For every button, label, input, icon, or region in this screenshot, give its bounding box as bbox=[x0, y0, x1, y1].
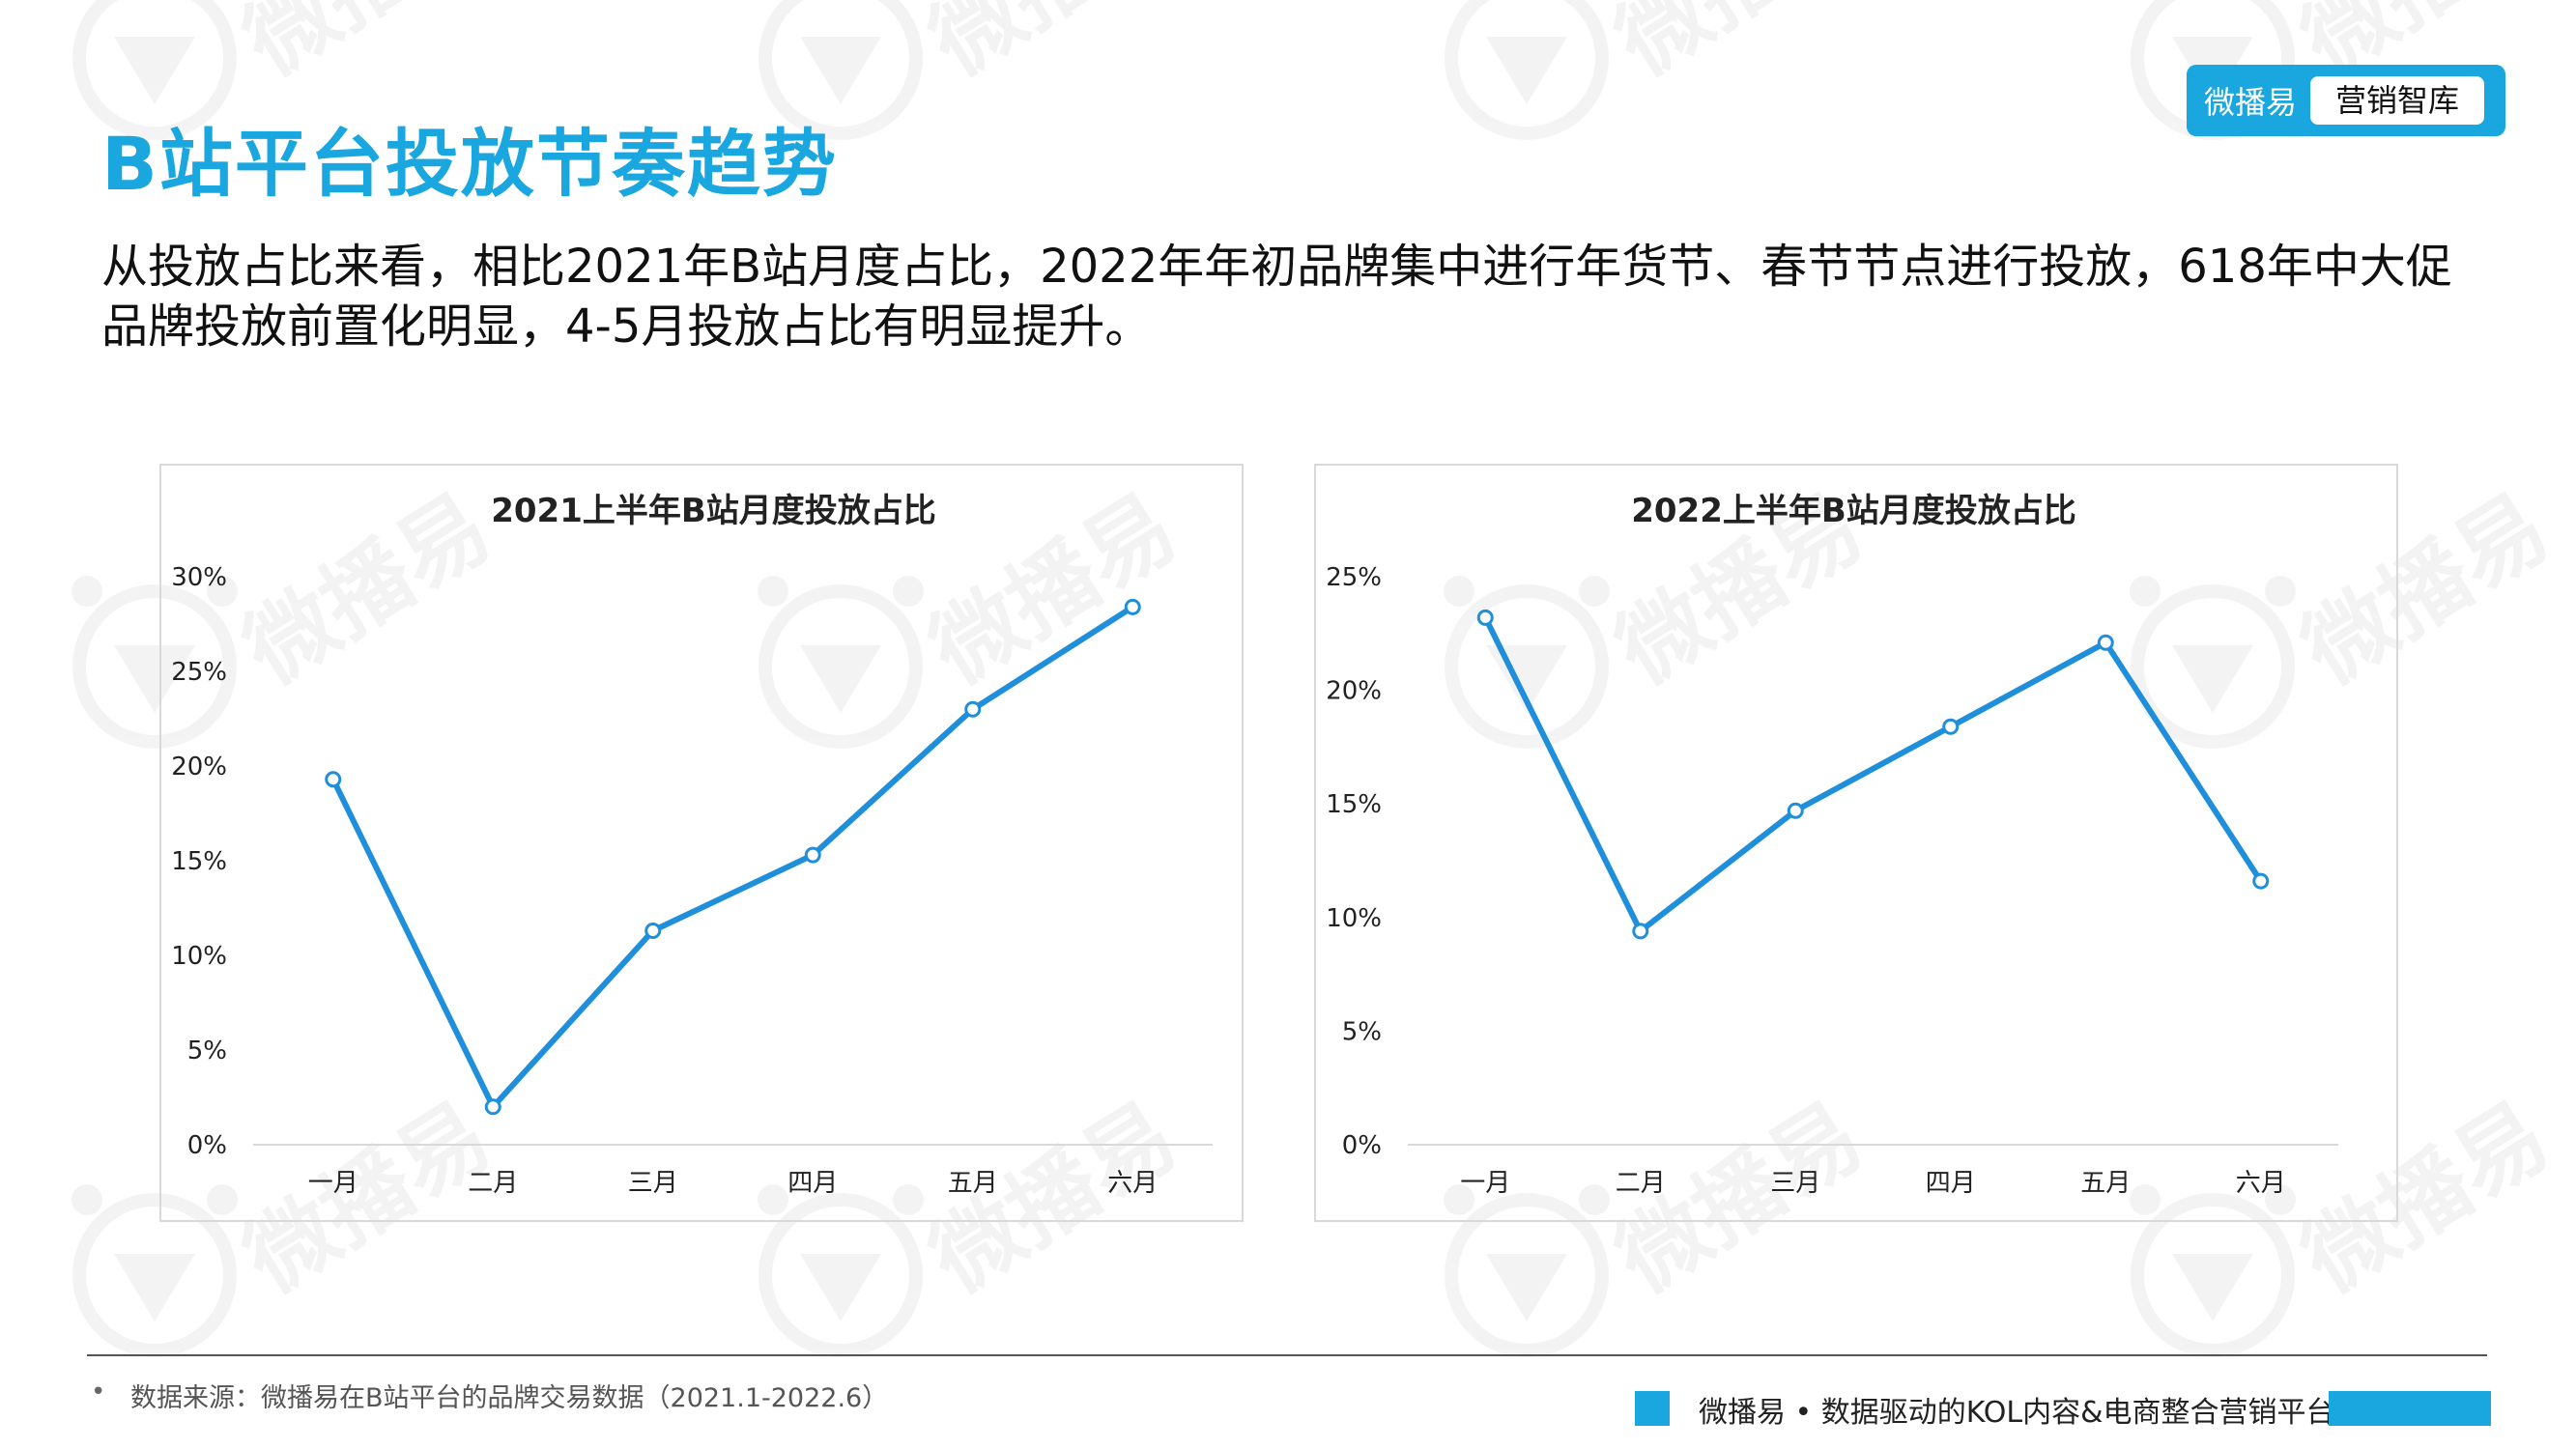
data-point bbox=[325, 771, 342, 788]
svg-text:微播易: 微播易 bbox=[912, 0, 1194, 96]
brand-name: 微播易 bbox=[2204, 84, 2298, 121]
x-tick-label: 五月 bbox=[948, 1169, 998, 1198]
data-point bbox=[964, 700, 982, 718]
x-tick-label: 一月 bbox=[1460, 1169, 1510, 1198]
watermark-stamp: 微播易 bbox=[1445, 0, 1880, 140]
data-point bbox=[2097, 634, 2114, 651]
line-chart-2021: 2021上半年B站月度投放占比 0% 5% 10% 15% 20% 25% 30% 一月 二月 三月… bbox=[171, 492, 1213, 1198]
y-tick-label: 0% bbox=[1342, 1131, 1382, 1160]
footer-slogan: 微播易 • 数据驱动的KOL内容&电商整合营销平台 bbox=[1699, 1396, 2335, 1430]
data-point bbox=[804, 846, 821, 864]
x-tick-label: 四月 bbox=[1926, 1169, 1976, 1198]
x-tick-label: 四月 bbox=[787, 1169, 838, 1198]
series-line bbox=[1482, 614, 2264, 934]
footer-accent-square bbox=[1635, 1391, 1670, 1426]
data-point bbox=[1476, 609, 1494, 626]
chart-title: 2022上半年B站月度投放占比 bbox=[1631, 492, 2076, 530]
data-point bbox=[1632, 923, 1649, 940]
data-point bbox=[1787, 802, 1804, 819]
series-line bbox=[329, 604, 1136, 1110]
source-note: 数据来源：微播易在B站平台的品牌交易数据（2021.1-2022.6） bbox=[130, 1383, 889, 1413]
x-tick-label: 三月 bbox=[628, 1169, 678, 1198]
brand-badge: 微播易 营销智库 bbox=[2187, 65, 2505, 136]
x-tick-label: 五月 bbox=[2080, 1169, 2131, 1198]
y-tick-label: 15% bbox=[1326, 790, 1382, 819]
x-tick-label: 二月 bbox=[468, 1169, 518, 1198]
x-tick-label: 一月 bbox=[308, 1169, 358, 1198]
y-tick-label: 25% bbox=[171, 658, 227, 687]
y-tick-label: 5% bbox=[187, 1037, 227, 1065]
source-bullet: • bbox=[91, 1378, 106, 1406]
x-tick-label: 六月 bbox=[2236, 1169, 2286, 1198]
x-tick-label: 二月 bbox=[1616, 1169, 1666, 1198]
footer-accent-bar bbox=[2329, 1391, 2491, 1426]
x-tick-label: 六月 bbox=[1107, 1169, 1158, 1198]
page-title: B站平台投放节奏趋势 bbox=[101, 121, 838, 207]
y-tick-label: 25% bbox=[1326, 563, 1382, 592]
data-point bbox=[644, 923, 662, 940]
footer-divider bbox=[87, 1354, 2487, 1356]
chart-title: 2021上半年B站月度投放占比 bbox=[491, 492, 936, 530]
svg-text:微播易: 微播易 bbox=[226, 0, 508, 96]
page-subtitle: 从投放占比来看，相比2021年B站月度占比，2022年年初品牌集中进行年货节、春… bbox=[101, 240, 2452, 354]
x-tick-label: 三月 bbox=[1770, 1169, 1820, 1198]
data-point bbox=[2252, 872, 2270, 890]
y-tick-label: 10% bbox=[171, 942, 227, 971]
data-point bbox=[484, 1098, 501, 1116]
y-tick-label: 30% bbox=[171, 563, 227, 592]
chart-panel-2022: 2022上半年B站月度投放占比 0% 5% 10% 15% 20% 25% 一月 二月 三月 四月 五… bbox=[1314, 464, 2398, 1222]
data-point bbox=[1942, 718, 1960, 735]
chart-panel-2021: 2021上半年B站月度投放占比 0% 5% 10% 15% 20% 25% 30% 一月 二月 三月… bbox=[159, 464, 1244, 1222]
y-tick-label: 10% bbox=[1326, 904, 1382, 933]
brand-tag: 营销智库 bbox=[2310, 76, 2485, 125]
data-point bbox=[1124, 598, 1141, 615]
y-tick-label: 20% bbox=[171, 753, 227, 781]
y-tick-label: 5% bbox=[1342, 1017, 1382, 1046]
svg-text:微播易: 微播易 bbox=[1598, 0, 1880, 96]
y-tick-label: 0% bbox=[187, 1131, 227, 1160]
y-tick-label: 15% bbox=[171, 847, 227, 876]
y-tick-label: 20% bbox=[1326, 677, 1382, 706]
line-chart-2022: 2022上半年B站月度投放占比 0% 5% 10% 15% 20% 25% 一月 二月 三月 四月 五… bbox=[1326, 492, 2338, 1198]
